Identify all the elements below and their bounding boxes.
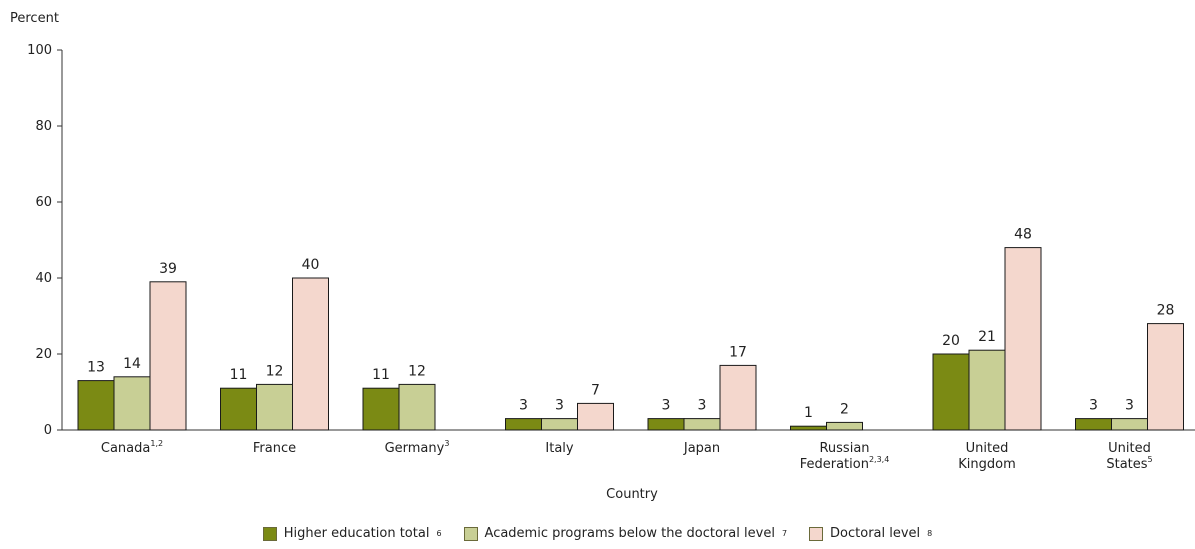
data-label: 2 xyxy=(840,401,849,417)
legend-item: Doctoral level 8 xyxy=(809,526,932,541)
y-tick-label: 0 xyxy=(44,423,52,438)
footnote-marker: 1,2 xyxy=(150,439,163,448)
bar xyxy=(1004,247,1042,431)
category-label-line: Canada xyxy=(101,441,150,456)
y-tick-label: 80 xyxy=(35,119,52,134)
data-label: 1 xyxy=(804,405,813,421)
bar xyxy=(541,418,578,431)
data-label: 48 xyxy=(1014,227,1032,243)
category-label-line: Kingdom xyxy=(958,457,1016,472)
category-label: Italy xyxy=(545,441,574,456)
bar xyxy=(1075,418,1112,431)
bar xyxy=(505,418,542,431)
category-label-line: United xyxy=(966,441,1009,456)
data-label: 7 xyxy=(591,382,600,398)
bar xyxy=(149,281,187,431)
bar xyxy=(398,383,436,431)
bar xyxy=(113,376,151,431)
category-label-line: Germany xyxy=(385,441,445,456)
x-axis-title: Country xyxy=(606,487,658,502)
data-label: 3 xyxy=(662,398,671,414)
data-label: 17 xyxy=(729,344,747,360)
data-label: 3 xyxy=(698,398,707,414)
data-label: 13 xyxy=(87,360,105,376)
category-label-line: Russian xyxy=(819,441,869,456)
data-label: 21 xyxy=(978,329,996,345)
bar xyxy=(77,380,115,431)
data-label: 28 xyxy=(1157,303,1175,319)
category-label-line: Italy xyxy=(545,441,574,456)
bar xyxy=(256,383,293,431)
y-tick-label: 40 xyxy=(35,271,52,286)
y-tick-label: 100 xyxy=(27,43,52,58)
data-label: 11 xyxy=(372,367,390,383)
category-label: France xyxy=(253,441,296,456)
legend-item: Higher education total 6 xyxy=(262,526,442,541)
data-label: 3 xyxy=(519,398,528,414)
footnote-marker: 2,3,4 xyxy=(869,455,889,464)
category-label: Russian Federation2,3,4 xyxy=(800,441,890,472)
category-label: Canada1,2 xyxy=(101,439,163,456)
legend: Higher education total 6 Academic programs… xyxy=(0,526,1195,541)
bars xyxy=(77,247,1184,431)
category-label: Germany3 xyxy=(385,439,450,456)
category-label: Japan xyxy=(683,441,720,456)
bar xyxy=(1147,323,1184,431)
legend-label: Academic programs below the doctoral lev… xyxy=(484,526,775,541)
data-label: 14 xyxy=(123,356,141,372)
data-label: 3 xyxy=(555,398,564,414)
bar xyxy=(968,349,1006,431)
bar xyxy=(577,402,614,431)
y-tick-label: 60 xyxy=(35,195,52,210)
bar xyxy=(647,418,685,431)
category-label-line: France xyxy=(253,441,296,456)
bar xyxy=(1111,418,1148,431)
bar xyxy=(932,353,970,431)
legend-label: Doctoral level xyxy=(830,526,921,541)
data-label: 3 xyxy=(1125,398,1134,414)
footnote-marker: 5 xyxy=(1148,455,1153,464)
category-label-line: States xyxy=(1106,457,1147,472)
footnote-marker: 3 xyxy=(444,439,449,448)
data-label: 40 xyxy=(302,257,320,273)
data-label: 11 xyxy=(230,367,248,383)
bar xyxy=(220,387,257,431)
y-axis: 0 20 40 60 80 100 xyxy=(27,43,63,438)
legend-swatch xyxy=(809,526,824,541)
data-label: 20 xyxy=(942,333,960,349)
bar xyxy=(826,421,863,431)
category-label: United Kingdom xyxy=(958,441,1016,472)
category-labels: Canada1,2 France Germany3 Italy Japan Russian… xyxy=(101,439,1153,472)
data-label: 39 xyxy=(159,261,177,277)
bar xyxy=(790,425,827,431)
data-label: 12 xyxy=(408,363,426,379)
legend-swatch xyxy=(262,526,277,541)
data-label: 12 xyxy=(266,363,284,379)
legend-swatch xyxy=(463,526,478,541)
bar xyxy=(362,387,400,431)
y-axis-title: Percent xyxy=(10,11,59,26)
bar xyxy=(683,418,721,431)
category-label-line: United xyxy=(1108,441,1151,456)
bar xyxy=(719,364,757,431)
y-tick-label: 20 xyxy=(35,347,52,362)
legend-label: Higher education total xyxy=(283,526,430,541)
category-label-line: Federation xyxy=(800,457,869,472)
legend-item: Academic programs below the doctoral lev… xyxy=(463,526,787,541)
category-label-line: Japan xyxy=(683,441,720,456)
category-label: United States5 xyxy=(1106,441,1152,472)
bar xyxy=(292,277,329,431)
data-label: 3 xyxy=(1089,398,1098,414)
